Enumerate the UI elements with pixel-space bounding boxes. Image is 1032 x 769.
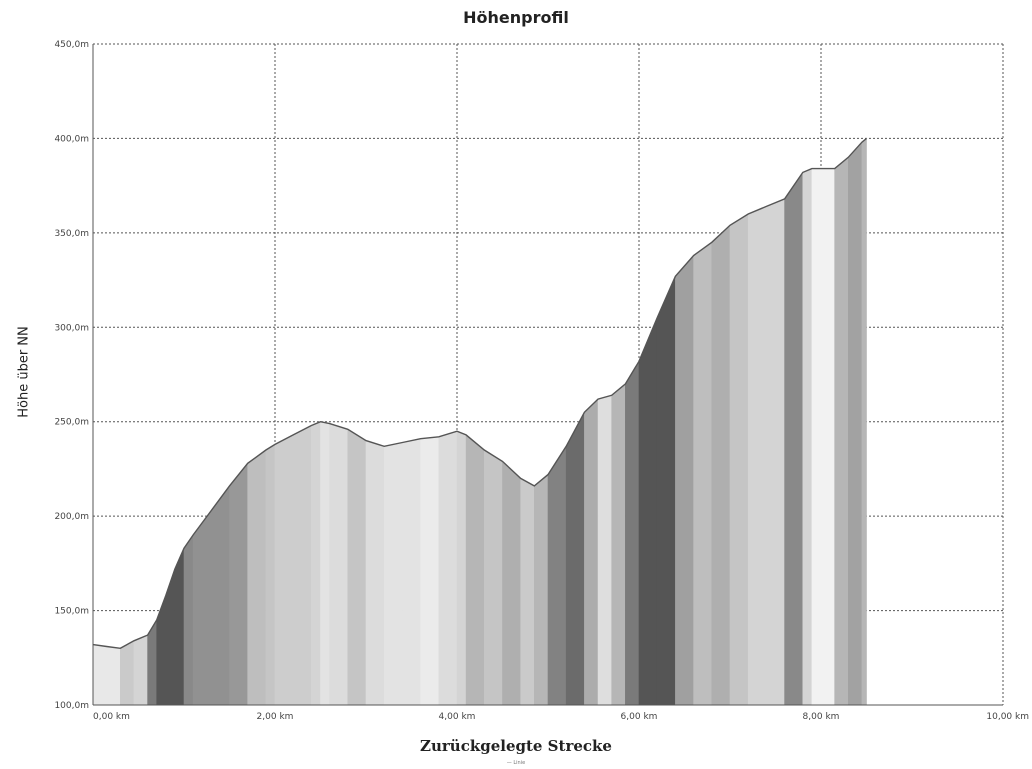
elevation-segment [656,276,676,706]
elevation-segment [120,640,135,706]
elevation-segment [320,421,330,706]
elevation-segment [784,184,795,706]
elevation-segment [247,449,267,706]
x-tick-label: 6,00 km [621,712,658,722]
y-tick-label: 150,0m [54,607,89,617]
elevation-segment [311,421,321,706]
elevation-segment [265,443,276,706]
y-tick-label: 450,0m [54,40,89,50]
elevation-segment [534,473,549,706]
elevation-segment [811,168,822,706]
elevation-segment [156,595,167,706]
elevation-segment [611,383,626,706]
chart-title: Höhenprofil [463,8,569,27]
elevation-segment [847,141,863,706]
elevation-segment [211,485,230,706]
elevation-segment [820,168,835,706]
elevation-segment [365,440,385,706]
x-tick-label: 10,00 km [986,712,1029,722]
y-tick-label: 200,0m [54,512,89,522]
elevation-segment [133,634,148,706]
x-tick-label: 2,00 km [257,712,294,722]
elevation-segment [638,317,658,706]
elevation-segment [292,424,312,706]
elevation-segment [693,241,713,706]
elevation-segment [802,168,813,706]
elevation-segment [420,436,440,706]
elevation-segment [625,360,640,706]
elevation-segment [456,430,467,706]
elevation-segment [438,430,458,706]
elevation-segment [711,224,731,706]
elevation-segment [174,548,185,706]
legend-entry: — Linie [506,760,526,766]
elevation-segment [402,438,421,706]
elevation-segment [347,428,367,706]
elevation-segment [729,213,749,706]
elevation-profile-line [92,137,867,650]
y-tick-label: 400,0m [54,134,89,144]
elevation-segment [192,509,212,706]
tick-labels: 100,0m 150,0m 200,0m 250,0m 300,0m 350,0m 400,… [54,40,1029,722]
elevation-segment [793,171,804,706]
x-axis-label: Zurückgelegte Strecke [420,737,612,755]
y-tick-label: 300,0m [54,323,89,333]
x-tick-label: 8,00 km [803,712,840,722]
elevation-line [92,137,867,650]
elevation-segment [747,205,767,706]
y-tick-label: 100,0m [54,701,89,711]
elevation-segment [547,445,567,706]
axes [92,44,1003,706]
elevation-segment [597,394,613,706]
elevation-segment [465,434,485,706]
elevation-segment [520,477,535,706]
elevation-segment [502,460,522,706]
x-tick-label: 4,00 km [439,712,476,722]
x-tick-label: 0,00 km [93,712,130,722]
elevation-segment [861,137,867,706]
elevation-segment [834,156,849,706]
elevation-segment [106,646,121,706]
elevation-segment [584,398,599,706]
elevation-segment [675,254,694,706]
elevation-segment [383,442,403,706]
y-tick-label: 250,0m [54,418,89,428]
y-tick-label: 350,0m [54,229,89,239]
elevation-segment [92,644,107,706]
elevation-segment [274,434,294,706]
elevation-segment [329,423,349,706]
elevation-area [92,137,867,706]
elevation-segment [483,449,503,706]
elevation-segment [229,462,248,706]
elevation-segment [183,534,194,706]
elevation-segment [766,198,785,706]
elevation-segment [565,412,585,706]
